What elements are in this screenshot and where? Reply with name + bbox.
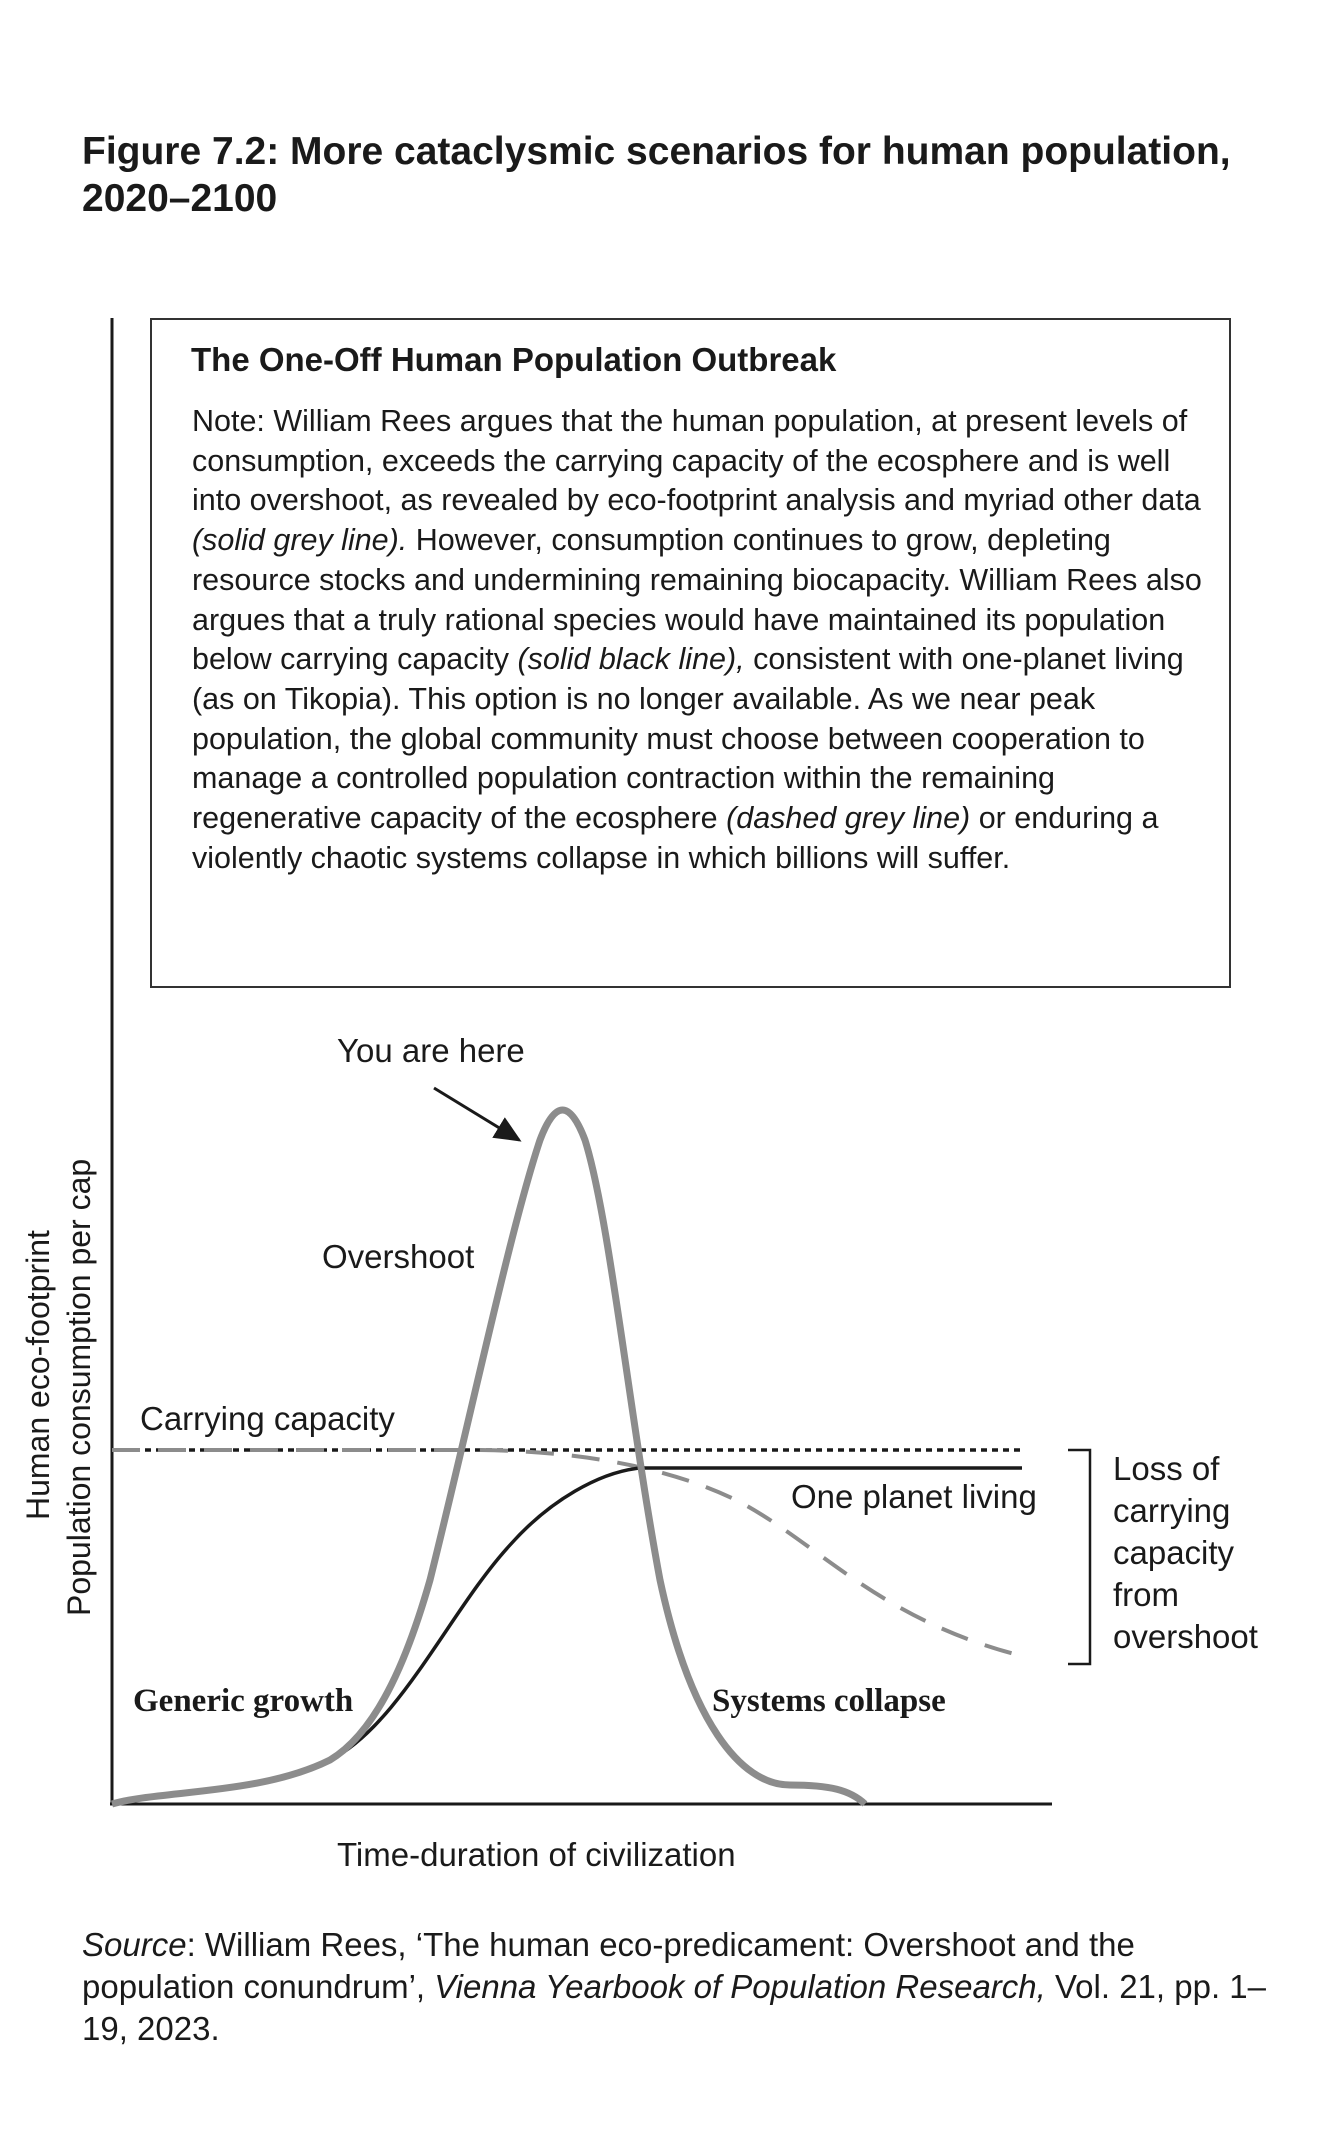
one-planet-living-label: One planet living <box>791 1478 1037 1515</box>
note-text-italic: (dashed grey line) <box>726 801 971 836</box>
figure-title: Figure 7.2: More cataclysmic scenarios f… <box>82 130 1231 220</box>
y-axis-label-2: Population consumption per cap <box>61 1158 97 1616</box>
source-text: : William Rees, ‘The human eco-predicame… <box>82 1926 1135 2005</box>
note-text-italic: (solid black line), <box>517 642 745 677</box>
one-planet-living-line <box>111 1466 1022 1806</box>
x-axis-label: Time-duration of civilization <box>337 1836 736 1873</box>
loss-line: Loss of <box>1113 1450 1220 1487</box>
source-label: Source <box>82 1926 187 1963</box>
you-are-here-label: You are here <box>337 1032 525 1069</box>
source-note: Source: William Rees, ‘The human eco-pre… <box>82 1924 1282 2050</box>
note-text-part: or enduring a violently chaotic systems … <box>192 801 1159 875</box>
note-text-part: consistent with one-planet living (as on… <box>192 642 1184 836</box>
note-box <box>150 318 1231 988</box>
overshoot-line <box>111 1106 868 1808</box>
carrying-capacity-label: Carrying capacity <box>140 1400 395 1437</box>
loss-of-capacity-label: Loss of carrying capacity from overshoot <box>1113 1448 1258 1658</box>
note-heading: The One-Off Human Population Outbreak <box>191 341 837 378</box>
loss-line: from <box>1113 1576 1179 1613</box>
loss-line: overshoot <box>1113 1618 1258 1655</box>
systems-collapse-label: Systems collapse <box>712 1683 946 1719</box>
source-text-end: Vol. 21, pp. 1–19, 2023. <box>82 1968 1266 2047</box>
controlled-contraction-line <box>112 1448 1023 1658</box>
loss-line: capacity <box>1113 1534 1235 1571</box>
note-text-italic: (solid grey line). <box>192 523 408 558</box>
overshoot-label: Overshoot <box>322 1238 475 1275</box>
note-text-part: However, consumption continues to grow, … <box>192 523 1202 677</box>
y-axis-label-1: Human eco-footprint <box>20 1230 56 1520</box>
generic-growth-label: Generic growth <box>133 1683 354 1719</box>
source-journal: Vienna Yearbook of Population Research, <box>434 1968 1046 2005</box>
note-text-part: Note: William Rees argues that the human… <box>192 404 1201 518</box>
loss-line: carrying <box>1113 1492 1231 1529</box>
loss-bracket <box>1068 1448 1092 1666</box>
note-text: Note: William Rees argues that the human… <box>192 402 1222 878</box>
you-are-here-arrow <box>433 1086 522 1142</box>
